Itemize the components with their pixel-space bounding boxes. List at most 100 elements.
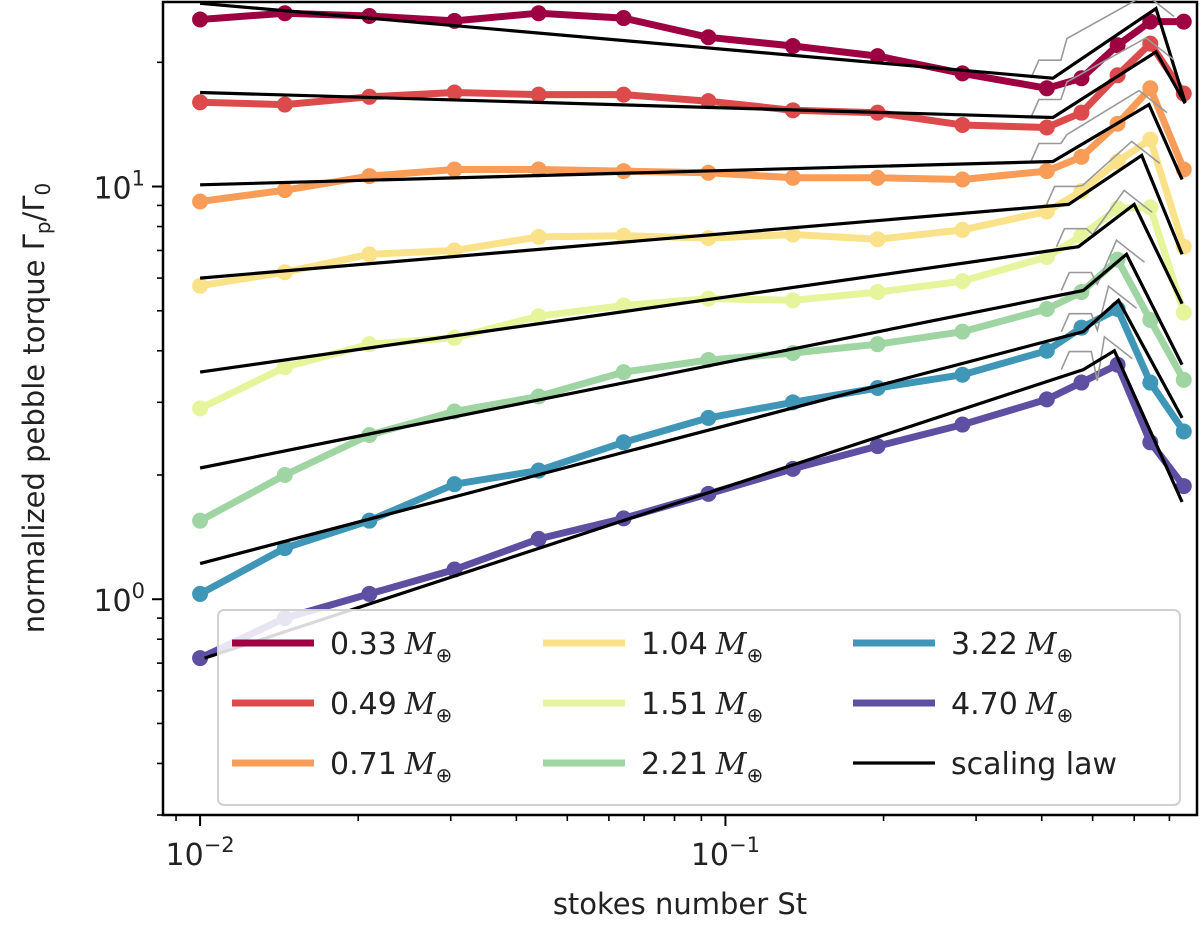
data-point (1142, 80, 1159, 97)
data-point (530, 228, 547, 245)
y-axis-label: normalized pebble torque Γp/Γ0 (17, 183, 55, 633)
data-point (276, 96, 293, 113)
data-point (192, 512, 209, 529)
data-point (361, 246, 378, 263)
series-1-04 (192, 131, 1192, 294)
legend-unit-subscript: ⊕ (436, 703, 453, 727)
data-point (1142, 13, 1159, 30)
data-point (954, 366, 971, 383)
scaling-law-segment (199, 201, 1184, 374)
data-point (1142, 35, 1159, 52)
legend: 0.33 M⊕0.49 M⊕0.71 M⊕1.04 M⊕1.51 M⊕2.21 M⊕3.22… (217, 609, 1181, 806)
series-2-21 (192, 251, 1192, 529)
legend-unit-subscript: ⊕ (436, 643, 453, 667)
scaling-law-line (199, 239, 1184, 470)
scaling-law-line (199, 0, 1187, 103)
data-point (869, 231, 886, 248)
data-point (276, 466, 293, 483)
scaling-law-detail (1030, 36, 1175, 118)
scaling-law-line (199, 189, 1184, 374)
series-0-71 (192, 80, 1192, 210)
data-point (192, 400, 209, 417)
data-point (530, 5, 547, 22)
plot-frame (161, 0, 1199, 817)
data-point (1175, 478, 1192, 495)
x-tick-base: 10 (166, 838, 204, 873)
data-point (869, 284, 886, 301)
data-point (954, 416, 971, 433)
legend-unit: M (715, 747, 748, 782)
data-point (1142, 199, 1159, 216)
series-3-22 (192, 300, 1192, 602)
legend-value: 0.33 (330, 627, 397, 662)
y-axis-label-sub-0: 0 (31, 183, 55, 196)
legend-label: 1.51 M⊕ (641, 687, 763, 727)
data-point (1038, 391, 1055, 408)
data-point (869, 336, 886, 353)
data-point (1073, 70, 1090, 87)
y-tick-label: 101 (93, 167, 145, 207)
data-point (1038, 80, 1055, 97)
legend-unit-subscript: ⊕ (747, 703, 764, 727)
legend-value: 0.71 (330, 747, 397, 782)
data-point (1142, 311, 1159, 328)
legend-unit: M (715, 627, 748, 662)
scaling-law-detail (1060, 239, 1145, 291)
data-point (276, 182, 293, 199)
data-point (700, 29, 717, 46)
legend-label: 0.33 M⊕ (330, 627, 452, 667)
data-point (784, 38, 801, 55)
y-axis-label-sub-p: p (31, 221, 55, 234)
legend-unit-subscript: ⊕ (1057, 643, 1074, 667)
scaling-law-line (204, 335, 1184, 660)
legend-label: 2.21 M⊕ (641, 747, 763, 787)
legend-unit: M (715, 687, 748, 722)
data-point (615, 434, 632, 451)
legend-unit: M (1025, 627, 1058, 662)
x-tick-label: 10−1 (691, 833, 760, 873)
data-point (530, 308, 547, 325)
data-point (361, 585, 378, 602)
data-point (446, 476, 463, 493)
legend-label: scaling law (951, 747, 1117, 782)
data-point (446, 161, 463, 178)
legend-value: 4.70 (951, 687, 1018, 722)
scaling-law-detail (1045, 140, 1161, 205)
data-point (954, 65, 971, 82)
legend-label: 0.71 M⊕ (330, 747, 452, 787)
legend-value: 1.04 (641, 627, 708, 662)
x-tick-exponent: −2 (204, 833, 235, 857)
data-point (615, 10, 632, 27)
legend-value: 3.22 (951, 627, 1018, 662)
data-point (1038, 300, 1055, 317)
x-tick-base: 10 (691, 838, 729, 873)
data-point (192, 277, 209, 294)
data-point (784, 169, 801, 186)
legend-unit-subscript: ⊕ (747, 763, 764, 787)
data-point (192, 650, 209, 667)
x-axis-label: stokes number St (553, 887, 807, 921)
scaling-law-line (200, 36, 1187, 120)
data-point (784, 292, 801, 309)
scaling-law-line (199, 140, 1184, 280)
legend-unit: M (1025, 687, 1058, 722)
legend-unit-subscript: ⊕ (747, 643, 764, 667)
legend-unit: M (404, 687, 437, 722)
data-point (954, 116, 971, 133)
legend-label: 0.49 M⊕ (330, 687, 452, 727)
plot-area (192, 0, 1192, 667)
data-point (615, 163, 632, 180)
data-point (192, 193, 209, 210)
data-point (869, 169, 886, 186)
data-point (1175, 371, 1192, 388)
scaling-law-segment (199, 1, 1187, 103)
data-point (700, 230, 717, 247)
data-point (954, 323, 971, 340)
data-point (615, 86, 632, 103)
legend-label: 4.70 M⊕ (951, 687, 1073, 727)
data-point (192, 585, 209, 602)
x-tick-exponent: −1 (729, 833, 760, 857)
legend-unit-subscript: ⊕ (436, 763, 453, 787)
data-point (276, 5, 293, 22)
